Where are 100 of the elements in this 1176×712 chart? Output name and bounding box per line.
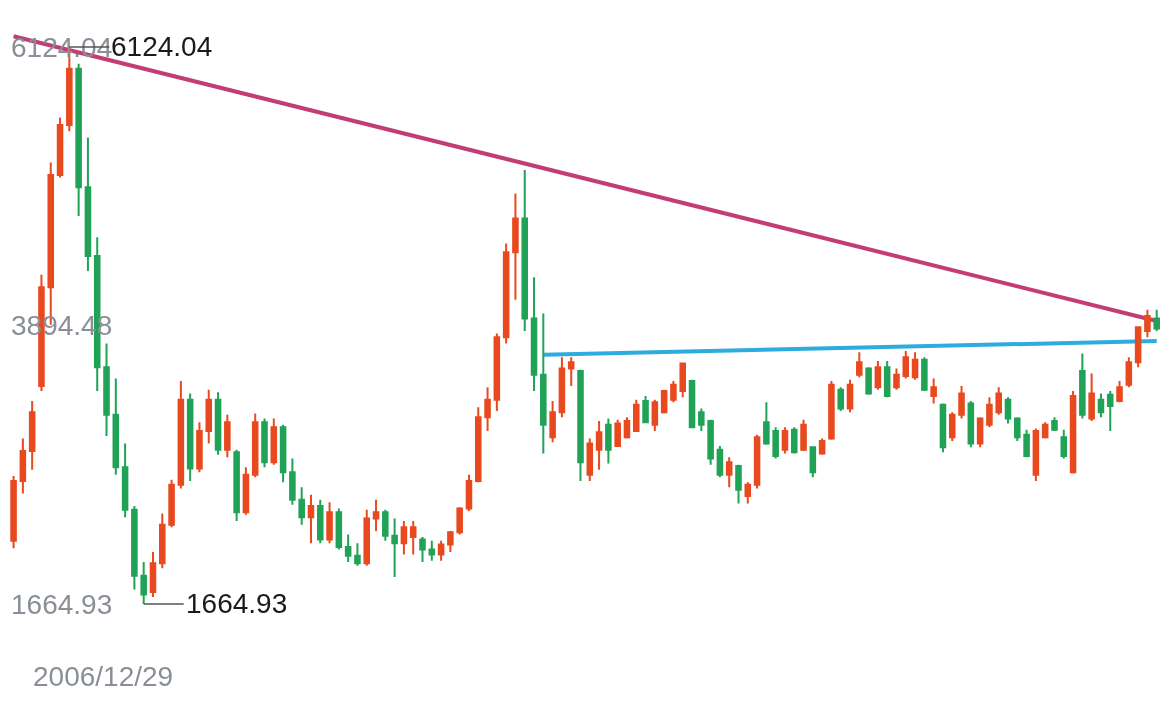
candlestick [186, 392, 194, 482]
candlestick [902, 350, 910, 380]
annotation: 6124.04 [111, 31, 213, 62]
candlestick [168, 478, 175, 529]
candlestick [1060, 428, 1068, 460]
candlestick [716, 444, 724, 479]
candlestick [242, 466, 250, 516]
candlestick [790, 426, 798, 455]
annotation: 2006/12/29 [33, 661, 174, 692]
candlestick [800, 418, 807, 452]
candlestick [921, 356, 928, 392]
candlestick [772, 426, 779, 460]
candlestick [986, 396, 993, 429]
candlestick [447, 529, 454, 554]
candlestick [261, 417, 268, 469]
candlestick [577, 368, 584, 482]
candlestick [159, 512, 166, 570]
candlestick [1051, 416, 1058, 432]
candlestick [763, 401, 770, 446]
candlestick [530, 276, 538, 392]
candlestick [382, 508, 389, 542]
candlestick [698, 407, 705, 432]
candlestick [112, 377, 120, 476]
candlestick [595, 419, 603, 471]
candlestick [976, 416, 984, 449]
candlestick [103, 342, 110, 437]
candlestick [326, 501, 333, 545]
candlestick [642, 394, 649, 424]
candlestick [372, 498, 380, 532]
candlestick [363, 508, 371, 567]
candlestick [335, 507, 343, 551]
candlestick [930, 377, 937, 405]
candlestick [437, 539, 445, 562]
candlestick [140, 561, 147, 605]
candlestick [558, 356, 566, 419]
candlestick [521, 168, 529, 333]
y-tick-label: 1664.93 [11, 588, 113, 620]
candlestick [196, 421, 203, 474]
candlestick [605, 417, 612, 465]
candlestick [149, 551, 157, 599]
candlestick [428, 539, 436, 562]
candlestick [828, 379, 835, 441]
candlestick [400, 519, 408, 556]
candlestick [205, 388, 213, 445]
candlestick [893, 367, 900, 391]
candlestick [316, 498, 324, 545]
annotation: 1664.93 [186, 588, 288, 619]
candlestick [512, 192, 519, 301]
candlestick [958, 384, 965, 420]
candlestick [484, 386, 491, 432]
candlestick [391, 517, 398, 579]
candlestick [688, 378, 696, 429]
candlestick [1079, 352, 1086, 420]
candlestick [1134, 326, 1142, 369]
candlestick [781, 426, 789, 455]
candlestick [614, 418, 621, 447]
candlestick [10, 474, 17, 550]
candlestick [121, 442, 129, 519]
candlestick [948, 411, 956, 442]
candlestick [586, 437, 594, 482]
candlestick [1014, 416, 1021, 442]
candlestick [224, 413, 231, 459]
candlestick [651, 398, 659, 432]
candlestick [753, 433, 761, 490]
candlestick [874, 360, 882, 391]
candlestick [818, 437, 826, 456]
candlestick [177, 379, 185, 490]
candlestick [567, 356, 575, 387]
candlestick [270, 417, 278, 466]
candlestick [214, 391, 222, 456]
candlestick [735, 463, 742, 505]
candlestick [1023, 428, 1030, 459]
candlestick [307, 493, 315, 545]
candlestick [837, 386, 844, 412]
candlestick [1106, 389, 1114, 432]
candlestick [623, 416, 631, 440]
candlestick [456, 506, 463, 536]
candlestick [474, 406, 482, 484]
candlestick [131, 504, 138, 591]
candlestick [809, 446, 817, 479]
candlestick [233, 448, 240, 522]
candlestick [1032, 427, 1040, 482]
candlestick [279, 423, 287, 484]
candlestick [540, 312, 547, 455]
candlestick [493, 332, 501, 412]
candlestick [28, 399, 36, 471]
candlestick [354, 542, 361, 567]
candlestick [1153, 308, 1160, 333]
candlestick [967, 399, 975, 449]
candlestick [725, 456, 733, 489]
candlestick [995, 386, 1002, 416]
candlestick [19, 437, 27, 495]
candlestick [744, 481, 752, 505]
candlestick [707, 418, 714, 466]
candlestick [419, 536, 426, 564]
candlestick [502, 242, 510, 345]
candlestick [1004, 396, 1012, 425]
candlestick [670, 379, 677, 404]
candlestick [846, 378, 854, 414]
candlestick [1088, 372, 1095, 422]
